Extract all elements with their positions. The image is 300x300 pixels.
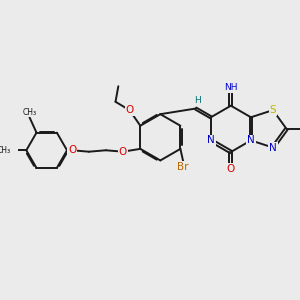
Text: CH₃: CH₃ xyxy=(22,108,37,117)
Text: NH: NH xyxy=(224,83,238,92)
Text: Br: Br xyxy=(178,162,189,172)
Text: O: O xyxy=(125,105,134,115)
Text: N: N xyxy=(247,135,255,146)
Text: S: S xyxy=(270,105,276,115)
Text: N: N xyxy=(269,142,277,153)
Text: CH₃: CH₃ xyxy=(0,146,11,155)
Text: O: O xyxy=(227,164,235,174)
Text: H: H xyxy=(194,96,200,105)
Text: N: N xyxy=(207,135,215,146)
Text: O: O xyxy=(68,145,76,155)
Text: O: O xyxy=(119,147,127,157)
